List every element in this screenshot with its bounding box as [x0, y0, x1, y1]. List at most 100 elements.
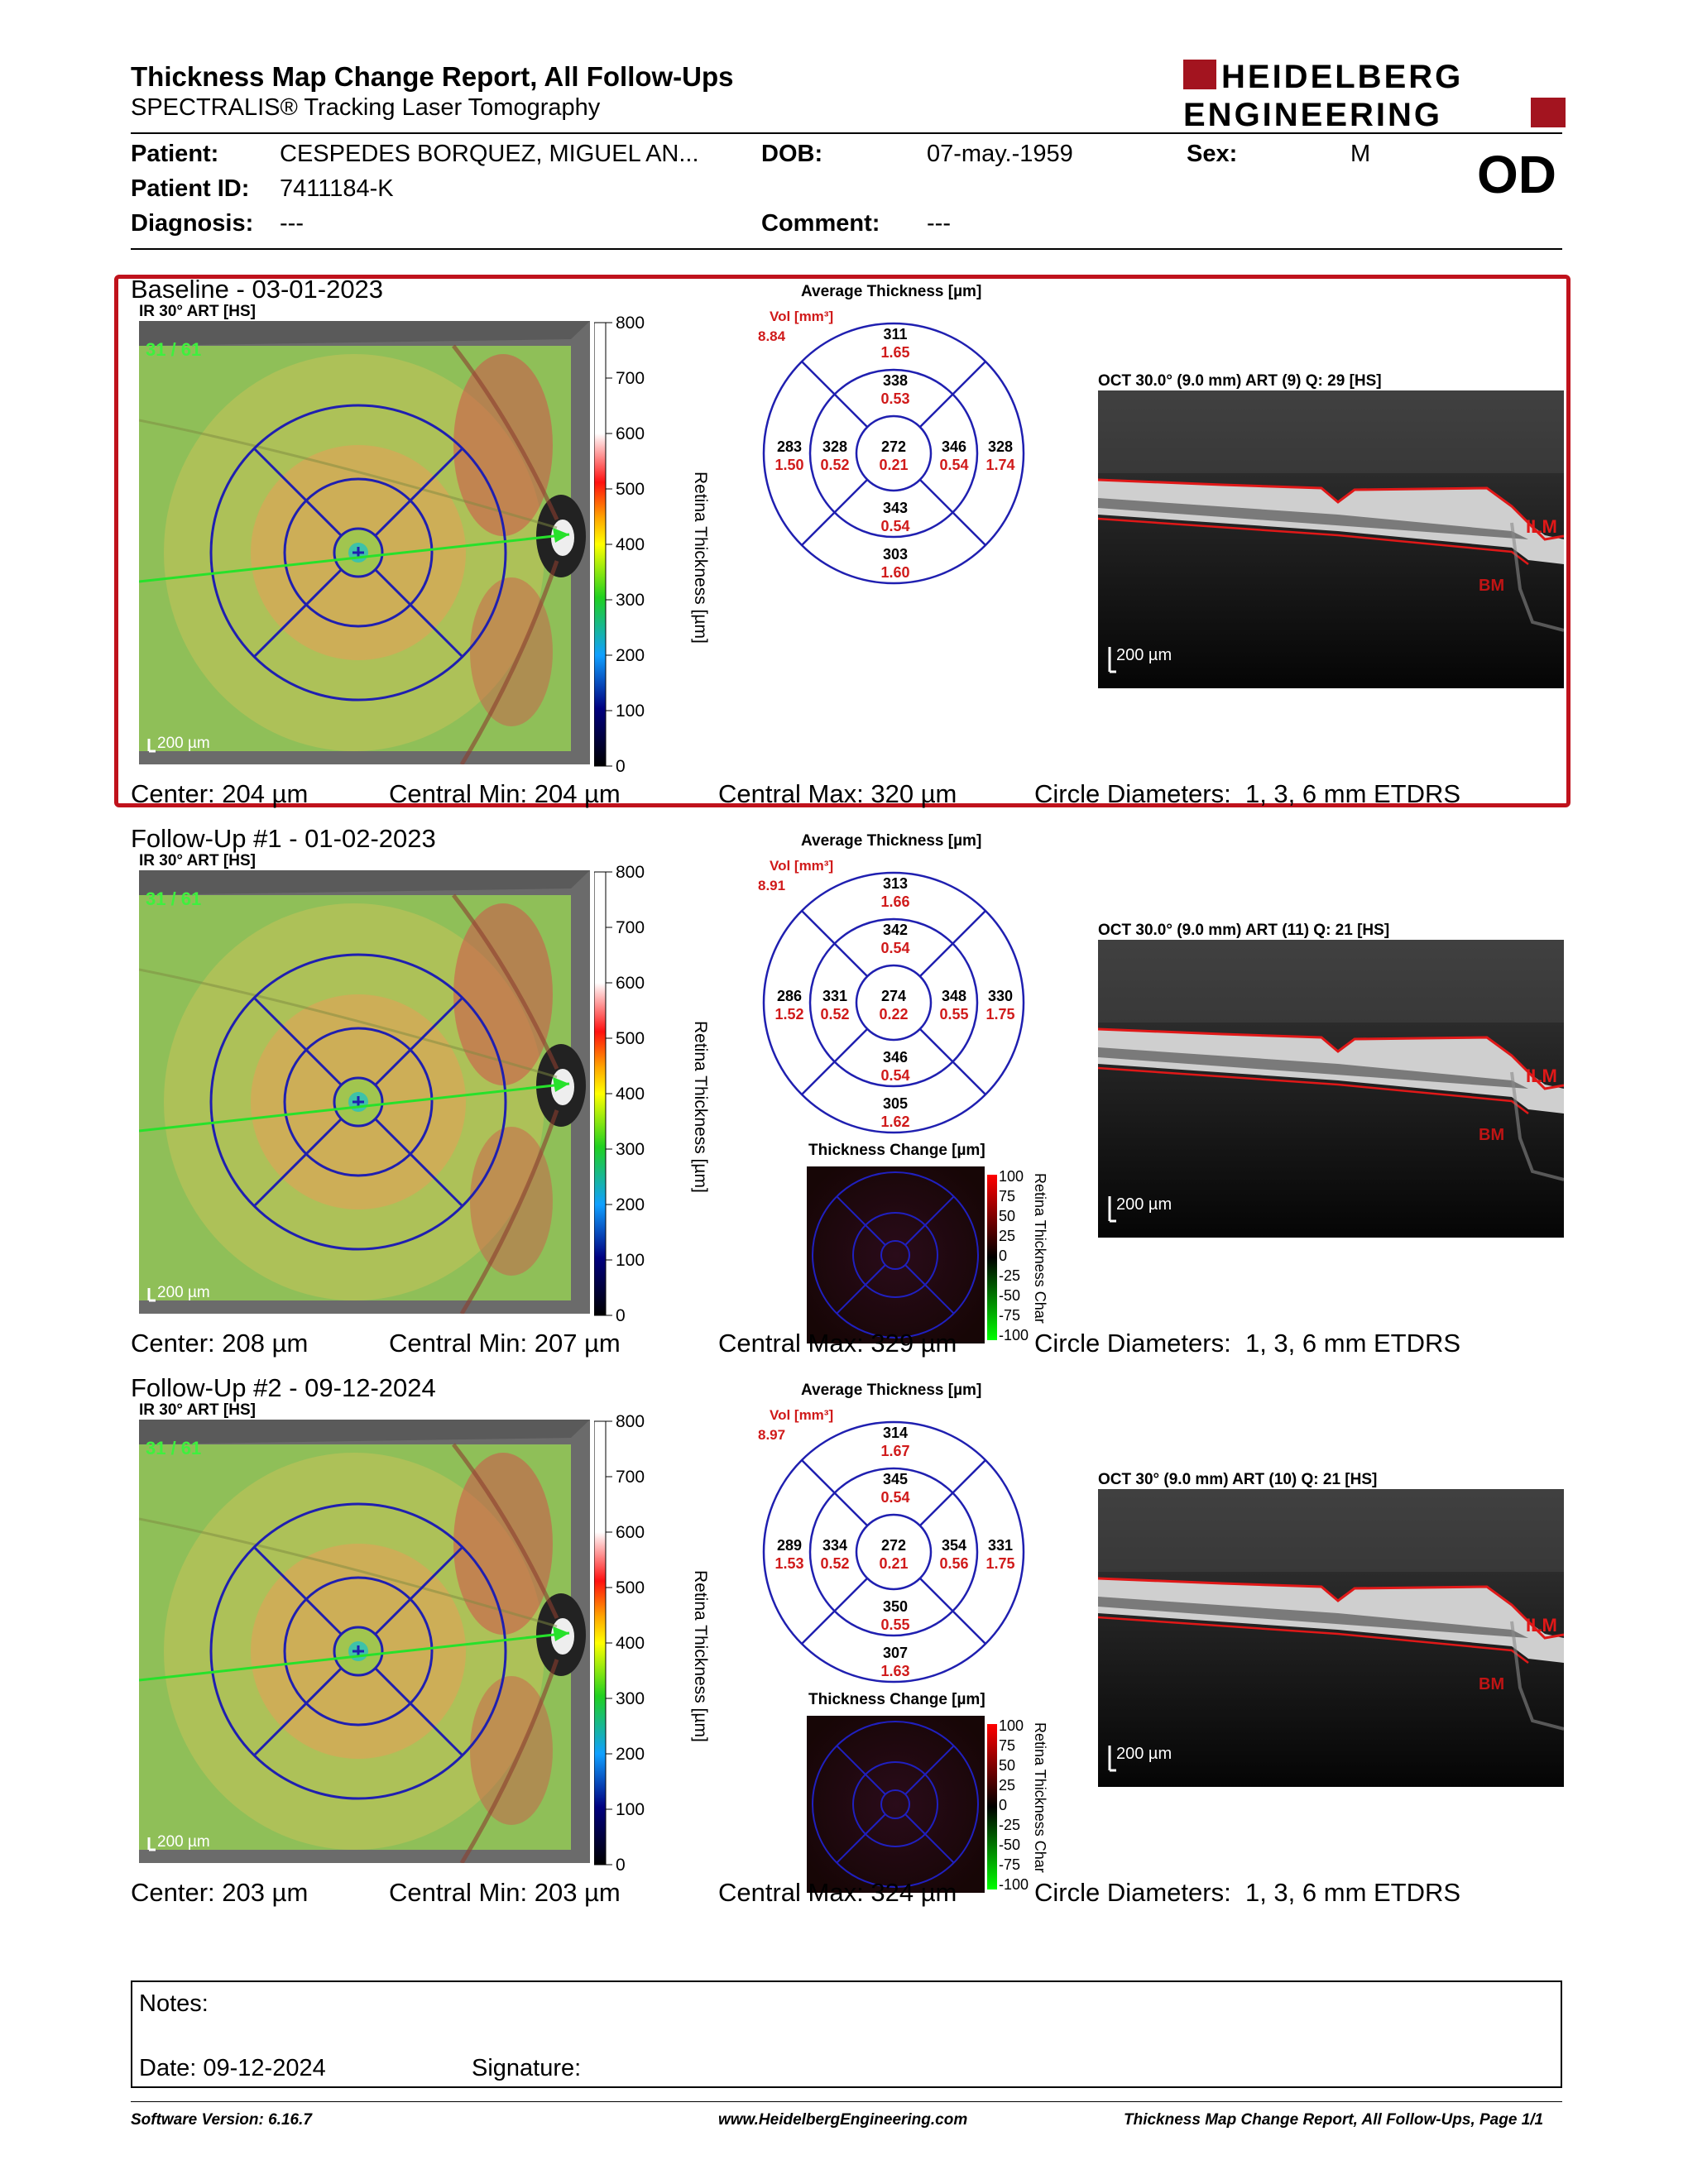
- colorbar-tick-label: 200: [616, 646, 645, 665]
- svg-text:Retina Thickness Char: Retina Thickness Char: [1032, 1722, 1048, 1873]
- circle-diameters: Circle Diameters: 1, 3, 6 mm ETDRS: [1034, 1878, 1461, 1907]
- svg-text:345: 345: [883, 1471, 908, 1487]
- svg-text:331: 331: [988, 1537, 1013, 1554]
- svg-text:0.54: 0.54: [880, 518, 909, 534]
- svg-text:Vol [mm³]: Vol [mm³]: [770, 858, 833, 874]
- svg-text:283: 283: [777, 438, 802, 455]
- colorbar-tick-label: 0: [616, 1856, 626, 1875]
- svg-text:1.75: 1.75: [985, 1555, 1014, 1572]
- colorbar-tick-label: 300: [616, 1689, 645, 1708]
- svg-text:313: 313: [883, 875, 908, 892]
- patient-name: CESPEDES BORQUEZ, MIGUEL AN...: [280, 141, 699, 167]
- svg-text:BM: BM: [1479, 577, 1504, 595]
- thickness-change-map: 100 75 50 25 0 -25 -50 -75 -100 Retina Thickness…: [807, 1166, 1048, 1343]
- website-link[interactable]: www.HeidelbergEngineering.com: [718, 2111, 968, 2129]
- central-max-measure: Central Max: 324 µm: [718, 1878, 957, 1907]
- svg-text:200 µm: 200 µm: [1116, 1195, 1172, 1214]
- svg-text:286: 286: [777, 988, 802, 1004]
- svg-text:1.63: 1.63: [880, 1663, 909, 1679]
- svg-text:1.62: 1.62: [880, 1114, 909, 1130]
- footer-rule: [131, 2101, 1562, 2102]
- patient-id-label: Patient ID:: [131, 175, 250, 202]
- svg-text:334: 334: [822, 1537, 847, 1554]
- change-tick-label: 0: [999, 1797, 1007, 1813]
- central-max-measure: Central Max: 329 µm: [718, 1329, 957, 1358]
- svg-text:328: 328: [822, 438, 847, 455]
- circle-diameters: Circle Diameters: 1, 3, 6 mm ETDRS: [1034, 779, 1461, 808]
- patient-rule: [131, 248, 1562, 250]
- svg-text:1.60: 1.60: [880, 564, 909, 581]
- svg-text:307: 307: [883, 1645, 908, 1661]
- etdrs-grid: Vol [mm³] 8.91 313 1.66 342 0.54 286 1.5…: [758, 858, 1025, 1134]
- svg-text:338: 338: [883, 372, 908, 389]
- notes-label: Notes:: [139, 1990, 209, 2017]
- central-min-measure: Central Min: 204 µm: [389, 779, 621, 808]
- svg-text:200 µm: 200 µm: [157, 1284, 210, 1301]
- colorbar-tick-label: 200: [616, 1195, 645, 1214]
- svg-text:346: 346: [883, 1049, 908, 1066]
- central-max-measure: Central Max: 320 µm: [718, 779, 957, 808]
- change-tick-label: 0: [999, 1248, 1007, 1264]
- thickness-change-title: Thickness Change [µm]: [808, 1691, 985, 1708]
- svg-text:0.52: 0.52: [820, 1555, 849, 1572]
- notes-box: Notes: Date: 09-12-2024 Signature:: [131, 1980, 1562, 2088]
- patient-label: Patient:: [131, 141, 219, 167]
- svg-text:0.54: 0.54: [880, 1067, 909, 1084]
- svg-text:HEIDELBERG: HEIDELBERG: [1221, 59, 1463, 95]
- sex-label: Sex:: [1187, 141, 1238, 167]
- svg-text:1.75: 1.75: [985, 1006, 1014, 1023]
- svg-text:311: 311: [883, 326, 907, 342]
- change-tick-label: -25: [999, 1817, 1020, 1833]
- svg-text:200 µm: 200 µm: [157, 735, 210, 752]
- colorbar-tick-label: 600: [616, 974, 645, 993]
- thickness-colorbar: 800 700 600 500 400 300 200 100 0 Retina Thickne…: [594, 1413, 710, 1875]
- change-tick-label: -50: [999, 1837, 1020, 1853]
- svg-text:ENGINEERING: ENGINEERING: [1183, 97, 1442, 131]
- svg-text:1.50: 1.50: [774, 457, 803, 473]
- colorbar-tick-label: 300: [616, 591, 645, 610]
- svg-text:8.84: 8.84: [758, 328, 786, 344]
- thickness-map-image: 31 / 61 200 µm: [139, 321, 590, 764]
- diagnosis-label: Diagnosis:: [131, 210, 254, 237]
- svg-text:328: 328: [988, 438, 1013, 455]
- svg-text:303: 303: [883, 546, 908, 563]
- svg-text:200 µm: 200 µm: [157, 1833, 210, 1851]
- oct-scan-label: OCT 30° (9.0 mm) ART (10) Q: 21 [HS]: [1098, 1471, 1378, 1488]
- oct-bscan-image: ILM BM 200 µm: [1098, 940, 1564, 1238]
- dob-label: DOB:: [761, 141, 823, 167]
- svg-text:BM: BM: [1479, 1126, 1504, 1144]
- svg-text:Retina Thickness [µm]: Retina Thickness [µm]: [691, 472, 710, 644]
- report-title: Thickness Map Change Report, All Follow-…: [131, 61, 734, 92]
- page-info: Thickness Map Change Report, All Follow-…: [1124, 2111, 1544, 2129]
- ir-image-label: IR 30° ART [HS]: [139, 852, 256, 869]
- svg-text:200 µm: 200 µm: [1116, 646, 1172, 664]
- oct-scan-label: OCT 30.0° (9.0 mm) ART (11) Q: 21 [HS]: [1098, 922, 1390, 939]
- svg-text:348: 348: [942, 988, 966, 1004]
- change-tick-label: -100: [999, 1327, 1029, 1343]
- svg-text:8.97: 8.97: [758, 1427, 785, 1443]
- colorbar-tick-label: 700: [616, 918, 645, 937]
- svg-text:0.56: 0.56: [939, 1555, 968, 1572]
- svg-text:350: 350: [883, 1598, 908, 1615]
- oct-bscan-image: ILM BM 200 µm: [1098, 1489, 1564, 1787]
- change-tick-label: -50: [999, 1287, 1020, 1304]
- etdrs-grid: Vol [mm³] 8.97 314 1.67 345 0.54 289 1.5…: [758, 1407, 1025, 1684]
- ir-image-label: IR 30° ART [HS]: [139, 1401, 256, 1419]
- colorbar-tick-label: 600: [616, 1523, 645, 1542]
- svg-text:0.54: 0.54: [880, 940, 909, 956]
- colorbar-tick-label: 100: [616, 1251, 645, 1270]
- thickness-change-title: Thickness Change [µm]: [808, 1142, 985, 1159]
- svg-text:346: 346: [942, 438, 966, 455]
- central-min-measure: Central Min: 203 µm: [389, 1878, 621, 1907]
- average-thickness-title: Average Thickness [µm]: [801, 832, 982, 850]
- change-tick-label: 25: [999, 1228, 1015, 1244]
- baseline-highlight-box: [114, 275, 1571, 807]
- colorbar-tick-label: 500: [616, 1578, 645, 1597]
- center-measure: Center: 208 µm: [131, 1329, 309, 1358]
- thickness-colorbar: 800 700 600 500 400 300 200 100 0 Retina Thickne…: [594, 314, 710, 776]
- colorbar-tick-label: 0: [616, 757, 626, 776]
- svg-text:ILM: ILM: [1526, 1066, 1557, 1086]
- colorbar-tick-label: 100: [616, 702, 645, 721]
- circle-diameters: Circle Diameters: 1, 3, 6 mm ETDRS: [1034, 1329, 1461, 1358]
- colorbar-tick-label: 800: [616, 864, 645, 882]
